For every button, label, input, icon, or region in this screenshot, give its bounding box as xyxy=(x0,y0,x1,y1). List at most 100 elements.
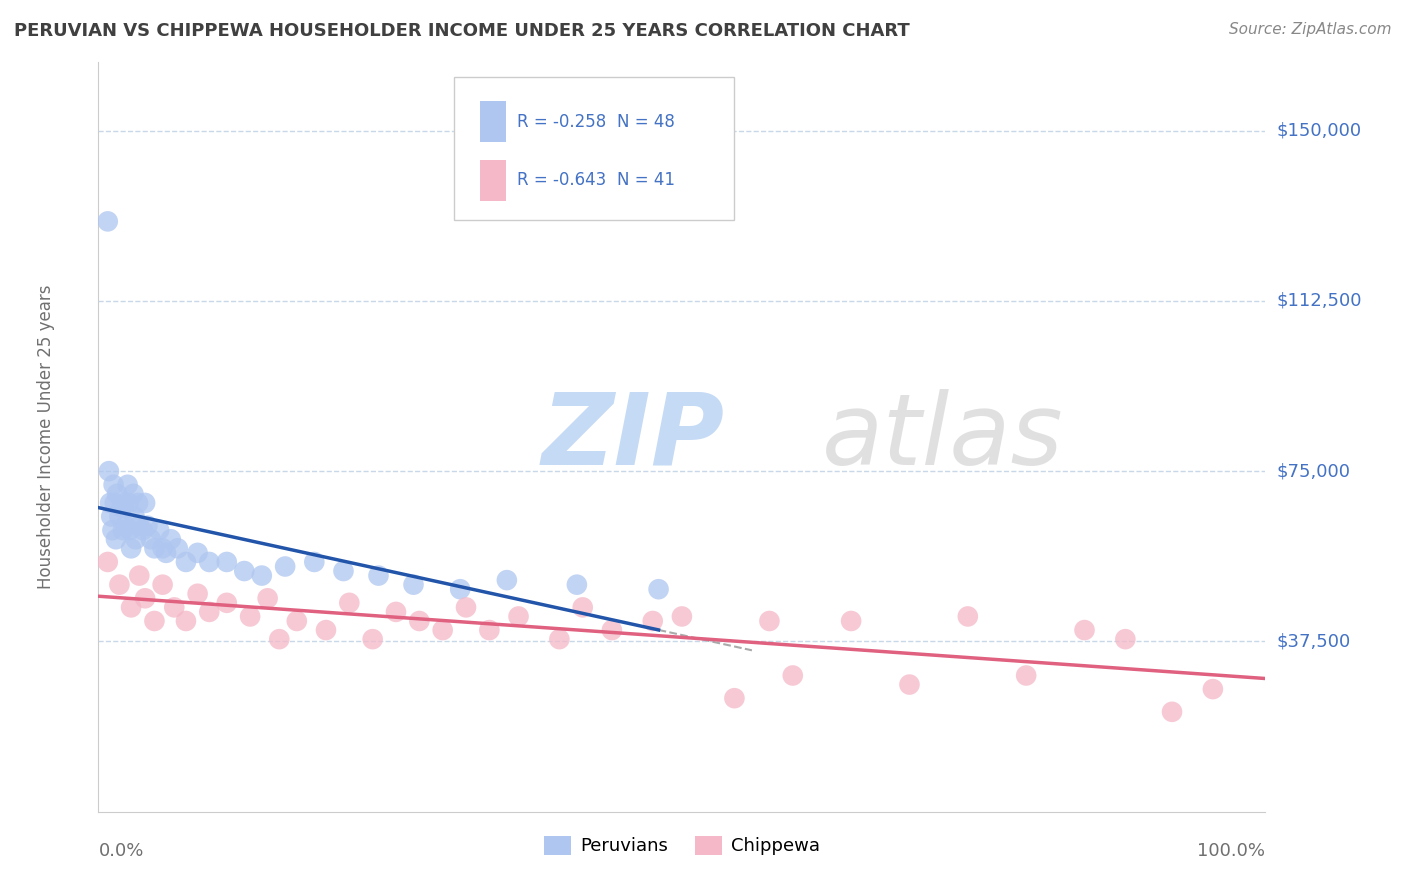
Point xyxy=(108,509,131,524)
Point xyxy=(449,582,471,597)
Point xyxy=(159,533,181,547)
Text: $37,500: $37,500 xyxy=(1277,632,1351,650)
Point xyxy=(134,496,156,510)
Point xyxy=(1161,705,1184,719)
Legend: Peruvians, Chippewa: Peruvians, Chippewa xyxy=(537,829,827,863)
Point xyxy=(274,559,297,574)
Point xyxy=(103,477,125,491)
Point xyxy=(143,614,166,628)
Point xyxy=(97,214,120,228)
Bar xyxy=(479,160,506,201)
Point xyxy=(127,496,149,510)
Point xyxy=(166,541,188,556)
Point xyxy=(385,605,408,619)
Text: atlas: atlas xyxy=(823,389,1063,485)
Text: R = -0.258: R = -0.258 xyxy=(517,112,606,130)
Point xyxy=(454,600,477,615)
Point xyxy=(548,632,571,647)
Point xyxy=(315,623,337,637)
Point xyxy=(198,605,221,619)
Point xyxy=(104,496,127,510)
Point xyxy=(215,555,238,569)
Point xyxy=(187,546,209,560)
Point xyxy=(256,591,278,606)
Text: N = 48: N = 48 xyxy=(617,112,675,130)
Point xyxy=(956,609,979,624)
Point xyxy=(600,623,623,637)
Point xyxy=(128,568,150,582)
Point xyxy=(782,668,804,682)
Point xyxy=(215,596,238,610)
Point xyxy=(152,577,174,591)
Point xyxy=(105,487,128,501)
Point xyxy=(108,577,131,591)
Point xyxy=(124,509,146,524)
Text: Source: ZipAtlas.com: Source: ZipAtlas.com xyxy=(1229,22,1392,37)
Point xyxy=(758,614,780,628)
Point xyxy=(132,523,155,537)
Point xyxy=(155,546,177,560)
Point xyxy=(239,609,262,624)
Text: $150,000: $150,000 xyxy=(1277,121,1361,139)
Point xyxy=(163,600,186,615)
Point xyxy=(125,533,148,547)
Point xyxy=(174,555,197,569)
Point xyxy=(402,577,425,591)
Point xyxy=(1073,623,1095,637)
Point xyxy=(120,600,142,615)
Point xyxy=(118,496,141,510)
Point xyxy=(408,614,430,628)
Point xyxy=(571,600,593,615)
Point xyxy=(112,496,135,510)
Point xyxy=(122,487,145,501)
Point xyxy=(120,541,142,556)
Point xyxy=(98,496,121,510)
Text: ZIP: ZIP xyxy=(541,389,725,485)
Point xyxy=(723,691,745,706)
Point xyxy=(432,623,454,637)
FancyBboxPatch shape xyxy=(454,78,734,219)
Point xyxy=(285,614,308,628)
Text: $75,000: $75,000 xyxy=(1277,462,1351,480)
Point xyxy=(118,523,141,537)
Point xyxy=(134,591,156,606)
Point xyxy=(148,523,170,537)
Point xyxy=(839,614,862,628)
Point xyxy=(100,509,122,524)
Point xyxy=(233,564,256,578)
Point xyxy=(496,573,519,587)
Point xyxy=(101,523,124,537)
Text: PERUVIAN VS CHIPPEWA HOUSEHOLDER INCOME UNDER 25 YEARS CORRELATION CHART: PERUVIAN VS CHIPPEWA HOUSEHOLDER INCOME … xyxy=(14,22,910,40)
Point xyxy=(1114,632,1136,647)
Point xyxy=(1015,668,1038,682)
Point xyxy=(136,518,159,533)
Point xyxy=(641,614,664,628)
Point xyxy=(250,568,273,582)
Point xyxy=(117,477,139,491)
Point xyxy=(128,518,150,533)
Point xyxy=(187,587,209,601)
Point xyxy=(647,582,669,597)
Point xyxy=(1202,682,1225,697)
Text: 0.0%: 0.0% xyxy=(98,842,143,860)
Text: Householder Income Under 25 years: Householder Income Under 25 years xyxy=(37,285,55,590)
Point xyxy=(332,564,354,578)
Point xyxy=(111,523,134,537)
Bar xyxy=(479,101,506,142)
Point xyxy=(104,533,127,547)
Point xyxy=(97,555,120,569)
Point xyxy=(337,596,360,610)
Point xyxy=(143,541,166,556)
Point xyxy=(898,677,921,691)
Point xyxy=(367,568,389,582)
Point xyxy=(565,577,588,591)
Point xyxy=(111,500,134,515)
Point xyxy=(361,632,384,647)
Point xyxy=(508,609,530,624)
Point xyxy=(114,518,136,533)
Point xyxy=(198,555,221,569)
Text: N = 41: N = 41 xyxy=(617,171,675,189)
Text: 100.0%: 100.0% xyxy=(1198,842,1265,860)
Text: R = -0.643: R = -0.643 xyxy=(517,171,606,189)
Text: $112,500: $112,500 xyxy=(1277,292,1362,310)
